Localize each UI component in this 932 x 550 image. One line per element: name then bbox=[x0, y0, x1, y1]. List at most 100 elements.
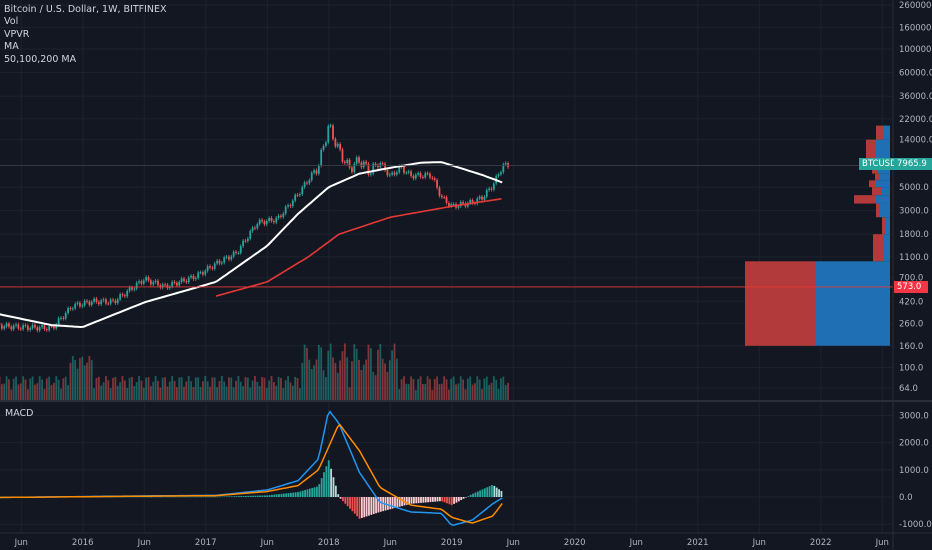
volume-bar bbox=[296, 378, 299, 400]
volume-bar bbox=[476, 376, 479, 400]
candle-body bbox=[95, 298, 98, 302]
candle-body bbox=[3, 326, 6, 329]
macd-histogram-bar bbox=[155, 496, 157, 498]
volume-bar bbox=[81, 356, 84, 400]
volume-bar bbox=[204, 376, 207, 400]
candle-body bbox=[24, 325, 27, 327]
candle-body bbox=[135, 282, 138, 289]
macd-histogram-bar bbox=[410, 497, 413, 504]
volume-bar bbox=[263, 377, 266, 400]
volume-bar bbox=[175, 387, 178, 400]
macd-histogram-bar bbox=[148, 496, 150, 498]
macd-histogram-bar bbox=[249, 495, 252, 497]
volume-bar bbox=[152, 381, 155, 400]
volume-bar bbox=[287, 376, 289, 400]
macd-histogram-bar bbox=[185, 496, 188, 498]
candle-body bbox=[431, 177, 434, 179]
vpvr-bar-up bbox=[880, 173, 890, 181]
macd-tick-label: 3000.0 bbox=[899, 411, 929, 421]
macd-histogram-bar bbox=[271, 494, 273, 497]
candle-body bbox=[490, 188, 493, 190]
candle-body bbox=[26, 325, 29, 330]
indicator-vpvr[interactable]: VPVR bbox=[4, 28, 30, 40]
candle-body bbox=[355, 157, 358, 164]
candle-body bbox=[116, 299, 119, 304]
candle-body bbox=[306, 182, 308, 184]
volume-bar bbox=[192, 386, 195, 400]
volume-bar bbox=[429, 379, 431, 400]
macd-histogram-bar bbox=[483, 488, 486, 497]
symbol-title[interactable]: Bitcoin / U.S. Dollar, 1W, BITFINEX bbox=[4, 4, 167, 15]
volume-bar bbox=[128, 377, 131, 400]
vpvr-bar-up bbox=[876, 195, 890, 204]
candle-body bbox=[154, 280, 157, 283]
time-axis[interactable]: Jun 2016 Jun 2017 Jun 2018 Jun 2019 Jun 2020 Jun 20… bbox=[14, 538, 889, 548]
candle-body bbox=[105, 299, 107, 304]
volume-bar bbox=[414, 389, 417, 400]
volume-bar bbox=[355, 348, 358, 400]
volume-bar bbox=[194, 377, 197, 400]
candle-body bbox=[112, 299, 114, 301]
candle-body bbox=[190, 275, 192, 278]
vpvr-bar-down bbox=[866, 139, 876, 163]
macd-histogram-bar bbox=[330, 468, 333, 497]
volume-bar bbox=[268, 380, 271, 400]
indicator-ma[interactable]: MA bbox=[4, 41, 19, 53]
price-tick-label: 420.0 bbox=[899, 297, 923, 307]
candle-body bbox=[60, 317, 62, 319]
candle-body bbox=[502, 164, 505, 173]
volume-bar bbox=[306, 347, 308, 400]
volume-bar bbox=[239, 381, 242, 400]
macd-histogram-bar bbox=[436, 497, 439, 502]
volume-bar bbox=[310, 369, 313, 400]
volume-bar bbox=[298, 388, 301, 400]
candle-body bbox=[384, 163, 386, 171]
volume-bar bbox=[403, 376, 405, 400]
time-tick-label: Jun bbox=[383, 538, 397, 548]
vpvr-bar-down bbox=[875, 173, 880, 181]
macd-axis[interactable]: 3000.0 2000.0 1000.0 0.0 -1000.0 bbox=[899, 411, 932, 530]
macd-histogram-bar bbox=[491, 485, 493, 497]
volume-bar bbox=[218, 381, 221, 400]
volume-bar bbox=[251, 380, 254, 400]
volume-bar bbox=[258, 386, 261, 400]
indicator-vol[interactable]: Vol bbox=[4, 16, 19, 28]
macd-pane-label[interactable]: MACD bbox=[5, 408, 34, 419]
indicator-50-100-200-ma[interactable]: 50,100,200 MA bbox=[4, 53, 77, 65]
candle-body bbox=[88, 301, 91, 305]
signal-line bbox=[0, 423, 503, 524]
volume-bar bbox=[55, 376, 58, 400]
volume-bar bbox=[329, 343, 332, 400]
macd-histogram-bar bbox=[346, 497, 349, 507]
volume-bar bbox=[157, 380, 159, 400]
macd-histogram-bar bbox=[145, 496, 148, 498]
candle-body bbox=[261, 219, 263, 222]
volume-bar bbox=[431, 389, 434, 400]
moving-average-white bbox=[0, 161, 503, 329]
price-tick-label: 1100.0 bbox=[899, 253, 929, 263]
candle-body bbox=[145, 277, 148, 281]
volume-bar bbox=[504, 385, 507, 400]
candle-body bbox=[93, 298, 96, 302]
candle-body bbox=[12, 325, 15, 330]
candle-body bbox=[0, 324, 3, 329]
macd-histogram-bar bbox=[237, 496, 240, 497]
volume-bar bbox=[48, 376, 51, 400]
volume-bar bbox=[131, 377, 133, 400]
volume-bar bbox=[455, 384, 457, 400]
chart-legend: Bitcoin / U.S. Dollar, 1W, BITFINEX Vol … bbox=[4, 4, 167, 66]
candle-body bbox=[256, 224, 259, 229]
macd-histogram-bar bbox=[413, 497, 415, 504]
price-axis[interactable]: 260000.0 160000.0 100000.0 60000.0 36000.0 22… bbox=[899, 1, 932, 394]
candle-body bbox=[291, 200, 294, 207]
candle-body bbox=[393, 172, 396, 175]
macd-histogram-bar bbox=[159, 496, 162, 498]
volume-bar bbox=[377, 349, 379, 400]
volume-bar bbox=[168, 381, 171, 400]
volume-bar bbox=[93, 388, 96, 400]
volume-bar bbox=[228, 377, 230, 400]
volume-bar bbox=[398, 389, 401, 400]
macd-histogram-bar bbox=[280, 493, 283, 497]
candle-body bbox=[140, 281, 143, 284]
